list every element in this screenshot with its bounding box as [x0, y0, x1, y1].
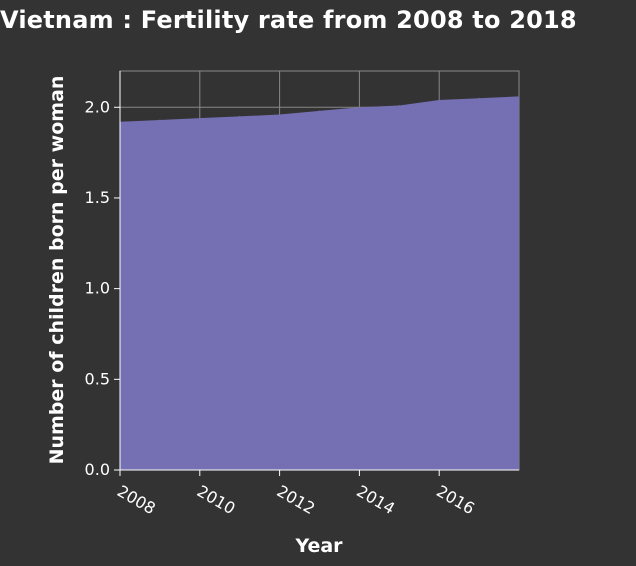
x-axis-title: Year [294, 535, 343, 557]
x-tick-label: 2008 [114, 481, 159, 518]
y-tick-label: 1.0 [85, 279, 110, 298]
y-tick-label: 0.5 [85, 369, 110, 388]
data-point [398, 104, 400, 106]
y-tick-label: 0.0 [85, 460, 110, 479]
area-layer [119, 95, 520, 471]
data-point [478, 97, 480, 99]
x-tick-label: 2016 [433, 481, 478, 518]
fertility-area [120, 96, 519, 471]
y-tick-label: 1.5 [85, 188, 110, 207]
y-axis-title: Number of children born per woman [46, 76, 68, 465]
data-point [358, 106, 360, 108]
y-tick-label: 2.0 [85, 97, 110, 116]
data-point [518, 95, 520, 97]
x-tick-label: 2014 [353, 481, 398, 518]
chart-title: Vietnam : Fertility rate from 2008 to 20… [0, 6, 577, 34]
x-tick-label: 2010 [194, 481, 239, 518]
x-tick-label: 2012 [274, 481, 319, 518]
data-point [279, 114, 281, 116]
data-point [319, 110, 320, 112]
data-point [239, 115, 241, 117]
data-point [438, 99, 440, 101]
data-point [159, 119, 161, 121]
data-point [199, 117, 201, 119]
